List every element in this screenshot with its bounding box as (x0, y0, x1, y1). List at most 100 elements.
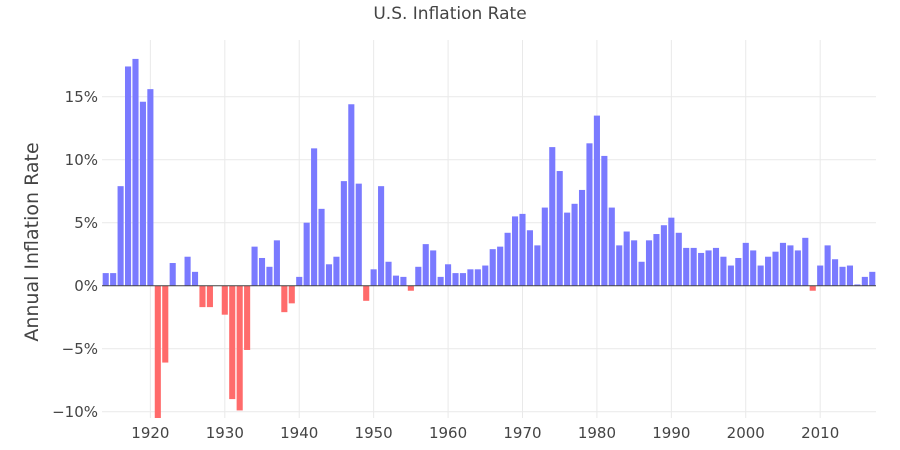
bar (378, 186, 385, 286)
bar (846, 265, 854, 286)
bar (571, 203, 578, 286)
bar (102, 273, 109, 286)
bar (482, 265, 489, 286)
bar (660, 225, 667, 286)
bar (325, 264, 333, 286)
bar (340, 181, 347, 286)
bar (467, 269, 474, 286)
bar (199, 285, 206, 308)
bars (102, 58, 876, 418)
bar (139, 101, 146, 286)
bar (392, 275, 400, 286)
bar (668, 217, 675, 286)
bar (191, 271, 199, 286)
y-tick-label: 15% (65, 88, 98, 106)
bar (616, 245, 623, 286)
bar (348, 104, 355, 286)
bar (564, 212, 571, 286)
bar (288, 285, 295, 304)
x-tick-label: 1980 (578, 424, 616, 442)
bar (437, 276, 444, 286)
bar (817, 265, 824, 286)
bar (861, 276, 868, 286)
bar (541, 207, 548, 286)
bar (497, 246, 504, 286)
bar (638, 261, 645, 286)
bar (712, 247, 720, 286)
bar (526, 230, 533, 286)
bar (623, 231, 630, 286)
bar (162, 285, 169, 363)
y-tick-label: −10% (52, 403, 98, 421)
gridlines (102, 40, 876, 418)
x-tick-label: 2010 (801, 424, 839, 442)
bar (854, 284, 861, 286)
bar (705, 250, 712, 286)
y-tick-label: −5% (62, 340, 98, 358)
bar (474, 269, 481, 286)
bar (430, 250, 437, 286)
bar (422, 244, 429, 286)
bar (832, 259, 839, 286)
x-tick-label: 1950 (355, 424, 393, 442)
bar (765, 256, 772, 286)
bar (869, 271, 876, 286)
bar (489, 249, 496, 286)
bar (549, 147, 556, 286)
bar (400, 276, 407, 286)
bar (794, 250, 801, 286)
bar (645, 240, 653, 286)
bar (445, 264, 452, 286)
bar (303, 222, 310, 286)
y-axis-title: Annual Inflation Rate (21, 142, 43, 341)
bar (236, 285, 243, 411)
bar (258, 257, 266, 286)
bar (534, 245, 541, 286)
bar (608, 207, 615, 286)
bar (787, 245, 794, 286)
bar (720, 256, 727, 286)
bar (839, 266, 846, 286)
x-tick-label: 1920 (131, 424, 169, 442)
bar (586, 143, 593, 286)
y-tick-label: 5% (74, 214, 98, 232)
bar (333, 256, 340, 286)
bar (578, 189, 586, 286)
bar (593, 115, 600, 286)
bar (742, 242, 749, 286)
bar (117, 186, 124, 286)
bar (757, 265, 764, 286)
bar (415, 266, 422, 286)
axes: 1920 1930 1940 1950 1960 1970 1980 1990 2000 2010… (52, 88, 876, 442)
bar (244, 285, 251, 350)
chart-title: U.S. Inflation Rate (373, 4, 527, 24)
bar (824, 245, 831, 286)
x-tick-label: 2000 (727, 424, 765, 442)
x-tick-label: 1990 (652, 424, 690, 442)
bar (273, 240, 280, 286)
bar (124, 66, 132, 286)
bar (653, 234, 660, 286)
y-tick-label: 0% (74, 277, 98, 295)
x-tick-label: 1960 (429, 424, 467, 442)
x-tick-label: 1930 (206, 424, 244, 442)
x-tick-label: 1970 (503, 424, 541, 442)
bar (779, 242, 787, 286)
bar (281, 285, 288, 313)
bar (147, 89, 154, 286)
bar (229, 285, 236, 400)
bar (631, 240, 638, 286)
bar (511, 216, 519, 286)
bar (698, 252, 705, 286)
bar (504, 232, 511, 286)
y-tick-label: 10% (65, 151, 98, 169)
bar (385, 261, 392, 286)
bar (266, 266, 273, 286)
bar (772, 251, 779, 286)
bar (154, 285, 161, 418)
bar (132, 58, 139, 286)
bar (110, 273, 117, 286)
bar (675, 232, 682, 286)
bar (169, 263, 176, 286)
